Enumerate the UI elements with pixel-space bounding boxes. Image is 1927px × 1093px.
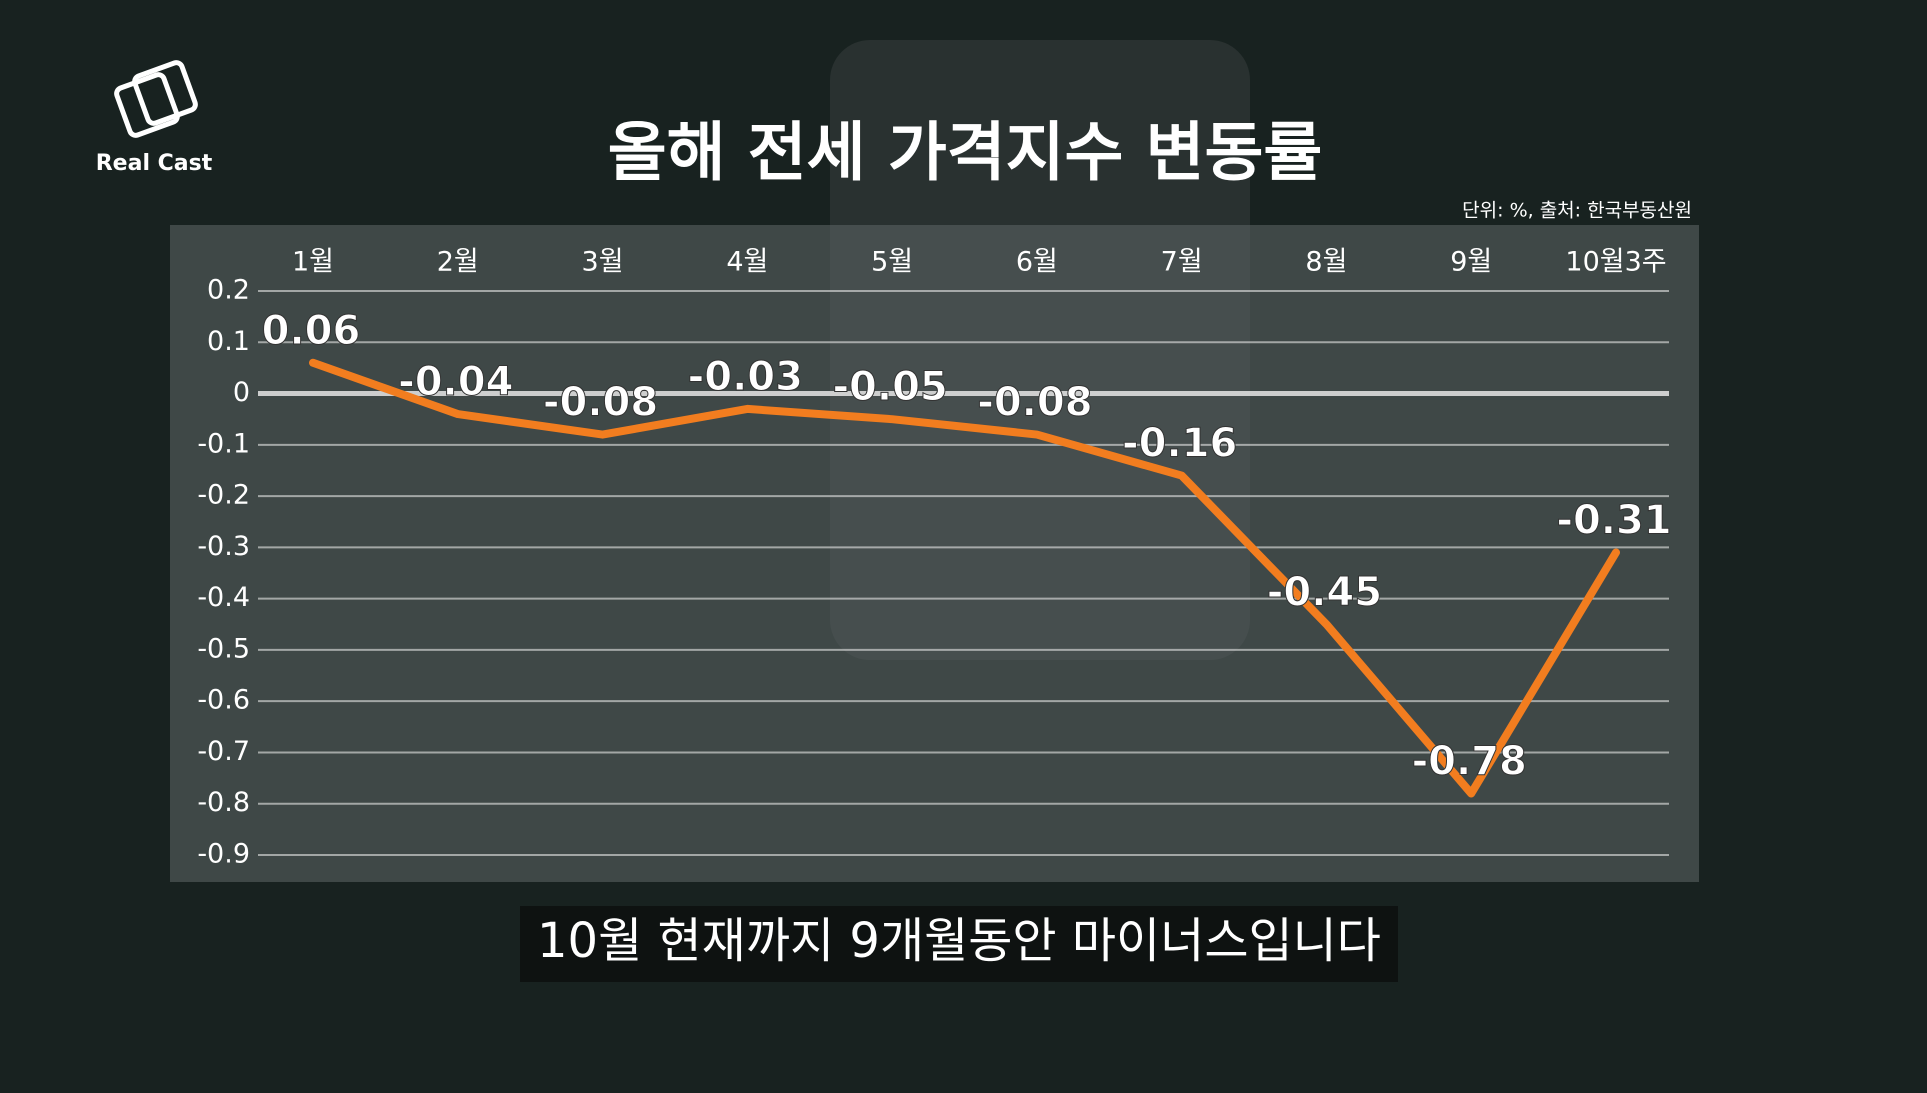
- x-tick-label: 5월: [871, 247, 913, 278]
- data-label: -0.08: [977, 380, 1092, 426]
- y-tick-label: -0.5: [197, 633, 250, 664]
- y-tick-label: 0.1: [207, 326, 250, 357]
- x-tick-label: 2월: [437, 247, 479, 278]
- data-label: -0.03: [688, 354, 803, 400]
- x-tick-label: 10월3주: [1565, 247, 1666, 278]
- y-tick-label: -0.3: [197, 531, 250, 562]
- x-tick-label: 9월: [1450, 247, 1492, 278]
- y-tick-label: -0.6: [197, 685, 250, 716]
- y-tick-label: -0.9: [197, 839, 250, 870]
- y-tick-label: 0.2: [207, 275, 250, 306]
- chart-title: 올해 전세 가격지수 변동률: [608, 117, 1323, 191]
- logo-text: Real Cast: [96, 151, 213, 176]
- x-tick-label: 8월: [1305, 247, 1347, 278]
- x-tick-label: 6월: [1016, 247, 1058, 278]
- data-line: [309, 358, 1620, 798]
- caption-box: [520, 906, 1398, 982]
- x-tick-label: 7월: [1161, 247, 1203, 278]
- data-label: -0.16: [1122, 421, 1237, 467]
- data-label: -0.78: [1412, 738, 1527, 784]
- y-tick-label: -0.4: [197, 582, 250, 613]
- plot-panel: [170, 225, 1699, 882]
- x-tick-label: 3월: [582, 247, 624, 278]
- data-label: 0.06: [262, 308, 361, 354]
- data-label: -0.45: [1267, 569, 1382, 615]
- data-label: -0.08: [543, 380, 658, 426]
- data-label: -0.04: [398, 359, 513, 405]
- y-tick-label: 0: [233, 377, 250, 408]
- y-tick-label: -0.2: [197, 480, 250, 511]
- y-tick-label: -0.7: [197, 736, 250, 767]
- y-tick-label: -0.8: [197, 787, 250, 818]
- logo-icon: [114, 60, 198, 138]
- x-tick-label: 4월: [726, 247, 768, 278]
- caption: 10월 현재까지 9개월동안 마이너스입니다: [537, 913, 1381, 969]
- source-note: 단위: %, 출처: 한국부동산원: [1462, 200, 1692, 222]
- data-label: -0.31: [1556, 497, 1671, 543]
- data-label: -0.05: [832, 364, 947, 410]
- y-tick-label: -0.1: [197, 428, 250, 459]
- x-tick-label: 1월: [292, 247, 334, 278]
